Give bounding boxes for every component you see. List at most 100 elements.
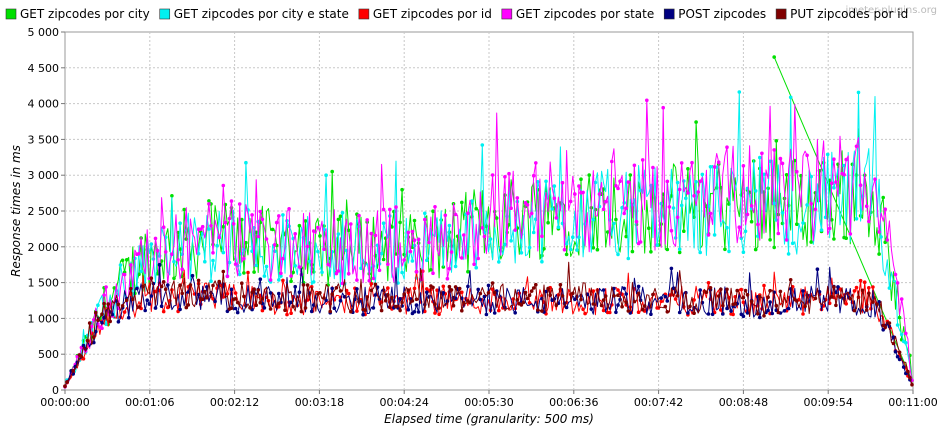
series-5-point-101 bbox=[490, 281, 495, 285]
series-5-point-151 bbox=[743, 288, 748, 293]
series-0-point-44 bbox=[289, 279, 293, 284]
series-3-point-55 bbox=[281, 256, 285, 261]
y-tick-label-6: 3 000 bbox=[28, 169, 60, 182]
series-3-point-184 bbox=[848, 232, 853, 236]
series-5-point-90 bbox=[447, 284, 452, 289]
x-tick-label-1: 00:01:06 bbox=[125, 396, 174, 409]
legend-swatch-0 bbox=[5, 8, 17, 20]
series-3-point-33 bbox=[209, 224, 213, 228]
series-3-point-192 bbox=[885, 238, 890, 242]
series-5-point-65 bbox=[330, 292, 335, 297]
series-1-point-122 bbox=[612, 221, 616, 226]
series-4-point-144 bbox=[725, 306, 729, 311]
series-5-point-85 bbox=[414, 297, 419, 302]
series-0-point-131 bbox=[665, 247, 670, 252]
series-1-point-59 bbox=[307, 259, 312, 264]
series-5-point-84 bbox=[410, 299, 415, 303]
series-3-point-7 bbox=[89, 324, 94, 329]
y-tick-label-7: 3 500 bbox=[28, 133, 60, 146]
series-5-point-184 bbox=[908, 375, 912, 380]
series-5-point-113 bbox=[536, 308, 540, 312]
series-1-point-141 bbox=[700, 172, 705, 177]
series-3-point-74 bbox=[367, 278, 372, 283]
series-4-point-39 bbox=[233, 306, 238, 311]
series-1-point-62 bbox=[320, 270, 324, 275]
series-5-point-82 bbox=[402, 292, 407, 297]
series-5-point-144 bbox=[719, 287, 723, 292]
series-4-point-5 bbox=[81, 343, 86, 348]
series-3-point-58 bbox=[293, 232, 298, 236]
series-3-point-179 bbox=[832, 157, 836, 161]
series-2-point-29 bbox=[225, 292, 230, 296]
series-5-point-149 bbox=[735, 288, 739, 293]
series-5-point-10 bbox=[100, 312, 104, 317]
series-1-point-47 bbox=[262, 274, 267, 278]
series-0-point-183 bbox=[883, 240, 887, 245]
series-2-point-31 bbox=[246, 270, 250, 275]
series-1-point-125 bbox=[622, 201, 626, 205]
series-4-point-94 bbox=[476, 287, 481, 292]
series-3-point-38 bbox=[225, 274, 230, 279]
series-5-point-139 bbox=[688, 304, 692, 309]
series-5-point-75 bbox=[383, 298, 388, 303]
series-3-point-11 bbox=[100, 326, 104, 331]
series-5-point-4 bbox=[79, 354, 84, 359]
series-4-point-133 bbox=[671, 286, 676, 291]
series-4-point-14 bbox=[116, 320, 121, 324]
series-0-point-26 bbox=[182, 207, 186, 212]
series-3-point-100 bbox=[460, 256, 464, 260]
series-1-point-92 bbox=[480, 143, 485, 147]
series-5-point-73 bbox=[373, 282, 378, 287]
series-0-point-104 bbox=[542, 247, 546, 251]
series-3-point-73 bbox=[365, 218, 370, 222]
series-0-point-175 bbox=[844, 236, 848, 240]
series-5-point-177 bbox=[875, 302, 879, 307]
series-3-point-22 bbox=[155, 248, 160, 253]
series-0-point-163 bbox=[795, 222, 799, 226]
series-0-point-21 bbox=[170, 194, 174, 198]
series-3-point-176 bbox=[813, 207, 818, 212]
series-layer bbox=[63, 55, 914, 389]
series-5-point-62 bbox=[318, 291, 322, 295]
series-0-point-20 bbox=[159, 259, 164, 263]
series-3-point-99 bbox=[453, 212, 458, 217]
series-0-point-122 bbox=[630, 249, 635, 254]
series-1-point-86 bbox=[425, 258, 429, 263]
legend: GET zipcodes por city GET zipcodes por ci… bbox=[5, 7, 908, 21]
series-2-point-133 bbox=[719, 308, 723, 312]
series-3-point-117 bbox=[534, 161, 538, 165]
series-4-point-164 bbox=[801, 289, 805, 293]
series-5-point-59 bbox=[303, 306, 308, 310]
series-1-point-41 bbox=[244, 160, 248, 165]
series-5-point-1 bbox=[65, 380, 69, 384]
series-0-point-110 bbox=[579, 177, 583, 181]
series-5-point-141 bbox=[704, 290, 709, 295]
series-5-point-145 bbox=[721, 303, 725, 308]
series-5-point-29 bbox=[188, 283, 193, 287]
series-1-point-118 bbox=[591, 217, 596, 222]
series-5-point-32 bbox=[200, 297, 205, 302]
series-3-point-123 bbox=[568, 199, 573, 204]
x-tick-label-0: 00:00:00 bbox=[40, 396, 89, 409]
series-5-point-15 bbox=[120, 304, 125, 308]
series-4-point-134 bbox=[677, 310, 682, 315]
series-3-point-175 bbox=[809, 201, 813, 206]
series-3-point-89 bbox=[416, 237, 421, 242]
series-3-point-91 bbox=[423, 217, 427, 222]
series-1-point-146 bbox=[725, 225, 729, 230]
series-0-point-61 bbox=[346, 228, 351, 233]
series-1-point-181 bbox=[904, 341, 908, 345]
series-0-point-160 bbox=[784, 173, 789, 177]
legend-swatch-1 bbox=[159, 8, 171, 20]
series-4-point-83 bbox=[416, 310, 421, 314]
series-0-point-134 bbox=[682, 229, 686, 233]
series-4-point-107 bbox=[544, 289, 548, 294]
series-4-point-143 bbox=[721, 312, 725, 316]
series-5-point-44 bbox=[242, 294, 246, 299]
series-1-point-130 bbox=[655, 243, 659, 247]
series-0-point-111 bbox=[587, 173, 591, 177]
series-0-point-156 bbox=[774, 139, 779, 143]
series-1-point-156 bbox=[758, 155, 762, 160]
series-5-point-125 bbox=[603, 294, 608, 298]
series-1-point-81 bbox=[410, 259, 415, 263]
